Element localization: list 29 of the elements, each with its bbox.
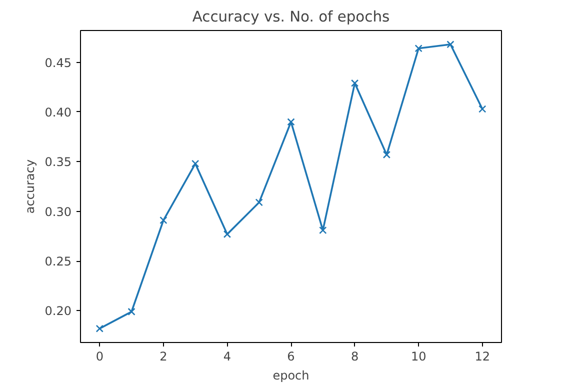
x-tick-label: 4 [223,350,232,364]
y-axis-title: accuracy [22,159,37,214]
point [382,150,391,159]
y-tick-label: 0.40 [44,105,72,120]
point [350,79,359,87]
x-tick-label: 0 [96,350,104,364]
point [96,324,104,332]
point [255,198,263,206]
y-tick-label: 0.45 [44,56,72,70]
x-tick-label: 6 [287,350,295,364]
x-axis-title: epoch [272,368,310,382]
point [128,308,136,316]
point [191,160,200,168]
x-tick-label: 10 [410,350,426,364]
y-tick-label: 0.30 [44,204,72,219]
point [478,105,486,113]
point [160,216,168,224]
y-tick-label: 0.35 [44,155,72,170]
point [319,226,327,234]
x-tick-label: 2 [160,350,168,364]
point [287,118,295,126]
point [446,40,454,48]
point [223,230,232,238]
x-tick-label: 12 [474,350,490,364]
x-tick-label: 8 [350,350,359,364]
y-tick-label: 0.25 [44,254,72,269]
chart-title: Accuracy vs. No. of epochs [192,8,390,26]
y-tick-label: 0.20 [44,304,72,318]
point [414,44,422,52]
